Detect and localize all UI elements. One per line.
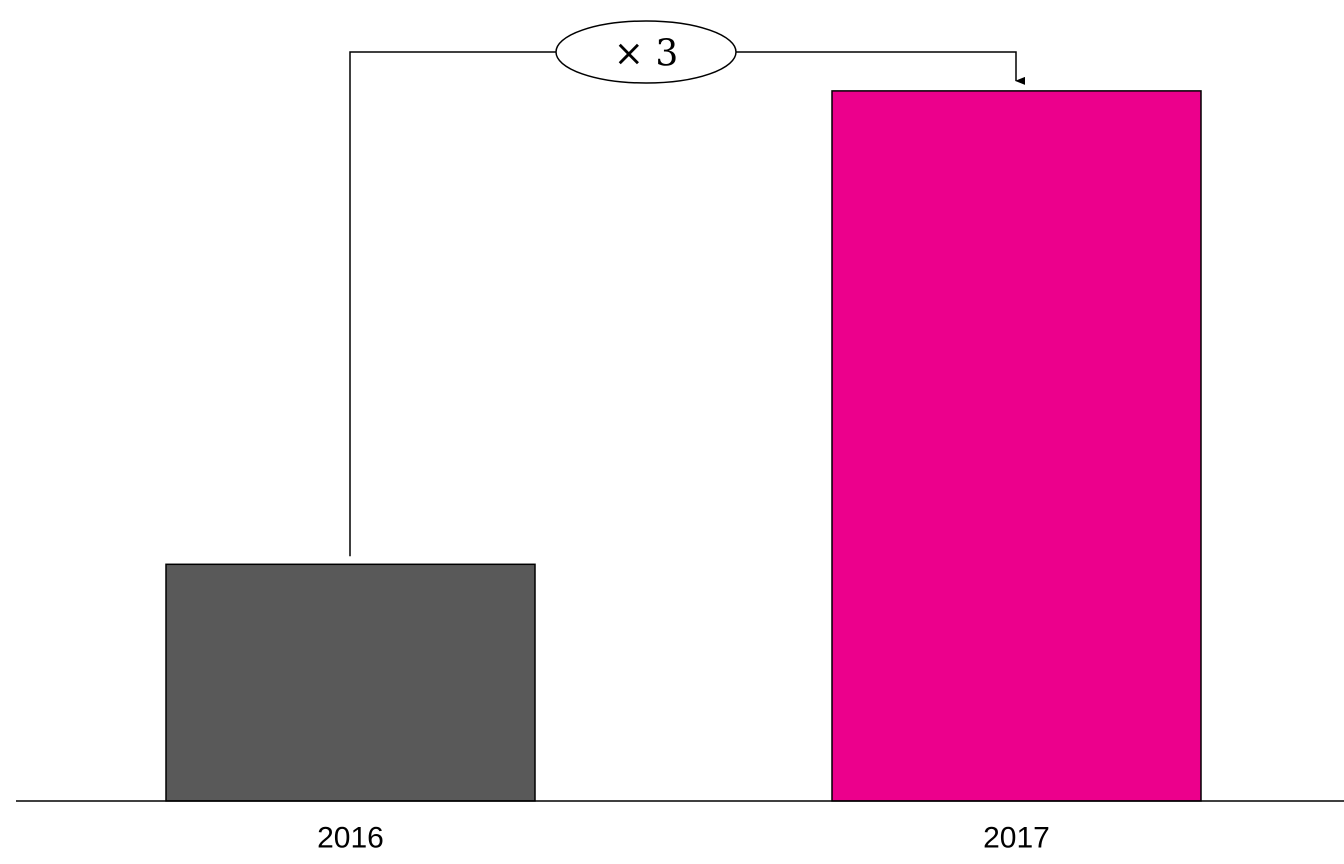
annotation-multiplier-text: × 3 [614, 34, 679, 75]
x-tick-label-2017: 2017 [983, 822, 1050, 855]
bar-2017 [831, 90, 1202, 802]
x-tick-label-2016: 2016 [317, 822, 384, 855]
bars-layer [165, 90, 1202, 802]
growth-annotation: × 3 [349, 20, 1025, 557]
labels-layer: 2016 2017 [317, 822, 1050, 855]
annotation-ellipse [555, 20, 737, 84]
bar-2016 [165, 563, 536, 802]
